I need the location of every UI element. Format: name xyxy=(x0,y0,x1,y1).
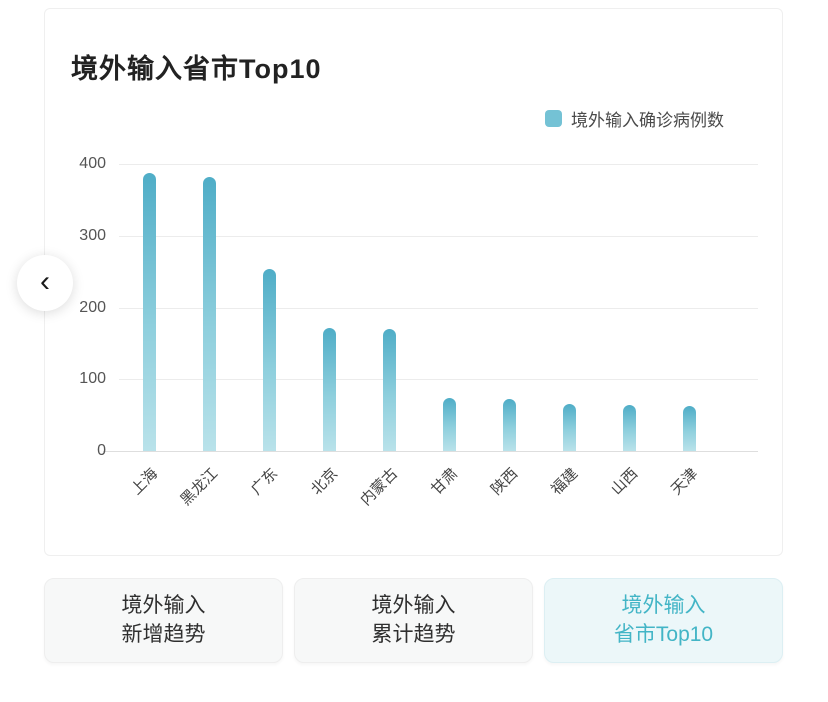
tab-label-line1: 境外输入 xyxy=(121,593,206,617)
x-axis-label-anchor: 陕西 xyxy=(477,463,521,498)
gridline-y-400 xyxy=(119,164,758,165)
y-axis-tick-label: 100 xyxy=(79,370,106,388)
tab-label-line1: 境外输入 xyxy=(621,593,706,617)
gridline-y-100 xyxy=(119,379,758,381)
tab-imported-cumulative-trend[interactable]: 境外输入 累计趋势 xyxy=(294,578,533,663)
x-axis-label: 陕西 xyxy=(487,465,522,499)
x-axis-label: 天津 xyxy=(667,465,702,499)
x-axis-label: 甘肃 xyxy=(427,465,462,499)
bar-内蒙古[interactable] xyxy=(382,329,396,451)
chevron-left-icon: ‹ xyxy=(40,264,50,298)
x-axis-label-anchor: 黑龙江 xyxy=(162,463,221,509)
tab-label-line2: 新增趋势 xyxy=(121,622,206,646)
legend-label: 境外输入确诊病例数 xyxy=(571,111,724,130)
tab-imported-new-trend[interactable]: 境外输入 新增趋势 xyxy=(44,578,283,663)
bar-山西[interactable] xyxy=(622,405,636,451)
gridline-y-0 xyxy=(103,451,758,452)
bar-福建[interactable] xyxy=(562,404,576,451)
x-axis-label-anchor: 甘肃 xyxy=(417,463,461,498)
y-axis-tick-label: 300 xyxy=(79,226,106,244)
tab-label-line1: 境外输入 xyxy=(371,593,456,617)
y-axis-tick-label: 0 xyxy=(97,442,106,459)
previous-slide-button[interactable]: ‹ xyxy=(17,255,73,311)
x-axis-label-anchor: 山西 xyxy=(597,463,641,498)
bar-陕西[interactable] xyxy=(502,398,516,451)
tab-imported-province-top10[interactable]: 境外输入 省市Top10 xyxy=(544,578,783,663)
x-axis-label: 内蒙古 xyxy=(357,465,402,509)
gridline-y-300 xyxy=(119,235,758,237)
x-axis-label: 上海 xyxy=(127,465,162,499)
x-axis-label: 黑龙江 xyxy=(177,465,222,509)
bar-北京[interactable] xyxy=(322,327,336,451)
chart-card: 境外输入省市Top10 境外输入确诊病例数 0 100 200 300 400 上海 黑龙江… xyxy=(44,8,783,556)
x-axis-label: 广东 xyxy=(247,465,282,499)
plot-area: 0 100 200 300 400 上海 黑龙江 广东 北京 内蒙古 甘肃 陕西 福建 山西 天津 xyxy=(79,155,758,509)
x-axis-label: 福建 xyxy=(547,465,582,499)
x-axis-label-anchor: 天津 xyxy=(657,463,701,498)
chart-title: 境外输入省市Top10 xyxy=(71,54,322,84)
bar-甘肃[interactable] xyxy=(442,397,456,451)
x-axis-label-anchor: 上海 xyxy=(117,463,161,498)
legend-swatch-icon xyxy=(545,110,562,127)
x-axis-label-anchor: 广东 xyxy=(237,463,281,498)
legend-item[interactable]: 境外输入确诊病例数 xyxy=(545,106,724,131)
y-axis-tick-label: 400 xyxy=(79,155,106,172)
bar-广东[interactable] xyxy=(262,269,276,451)
tab-label-line2: 累计趋势 xyxy=(371,622,456,646)
x-axis-label: 北京 xyxy=(307,465,342,499)
chart-tab-bar: 境外输入 新增趋势 境外输入 累计趋势 境外输入 省市Top10 xyxy=(44,578,783,663)
bar-天津[interactable] xyxy=(682,405,696,451)
bar-黑龙江[interactable] xyxy=(202,176,216,451)
gridline-y-200 xyxy=(119,307,758,309)
x-axis-label-anchor: 北京 xyxy=(297,463,341,498)
y-axis-tick-label: 200 xyxy=(79,298,106,316)
tab-label-line2: 省市Top10 xyxy=(613,622,714,646)
bar-上海[interactable] xyxy=(142,173,156,451)
x-axis-label: 山西 xyxy=(607,465,642,499)
x-axis-label-anchor: 福建 xyxy=(537,463,581,498)
x-axis-label-anchor: 内蒙古 xyxy=(342,463,401,509)
